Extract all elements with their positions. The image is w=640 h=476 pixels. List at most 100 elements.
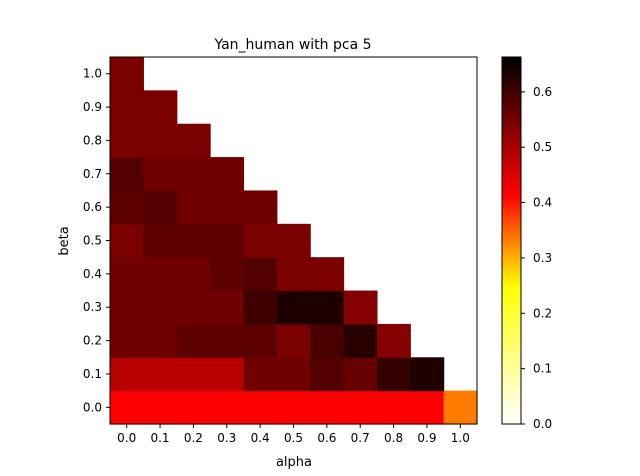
heatmap-cell	[143, 291, 177, 325]
heatmap-cell	[310, 291, 344, 325]
heatmap-cell	[243, 391, 277, 425]
colorbar-tick-label: 0.0	[533, 417, 552, 431]
heatmap-cell	[444, 391, 478, 425]
x-tick-label: 1.0	[451, 431, 470, 445]
heatmap-cell	[210, 157, 244, 191]
heatmap-cell	[377, 357, 411, 391]
heatmap-cell	[177, 324, 211, 358]
heatmap-cell	[177, 391, 211, 425]
x-axis-ticks: 0.0 0.1 0.2 0.3 0.4 0.5 0.6 0.7 0.8 0.9 1.0	[117, 424, 470, 445]
colorbar-tick-label: 0.2	[533, 306, 552, 320]
x-tick-label: 0.7	[351, 431, 370, 445]
heatmap-cell	[243, 224, 277, 258]
heatmap-cell	[177, 124, 211, 158]
heatmap-cell	[143, 124, 177, 158]
heatmap-cell	[110, 190, 144, 224]
heatmap-cell	[344, 324, 378, 358]
heatmap-cell	[177, 257, 211, 291]
heatmap-cell	[110, 391, 144, 425]
colorbar-tick-label: 0.3	[533, 251, 552, 265]
colorbar-tick-label: 0.4	[533, 196, 552, 210]
heatmap-cell	[143, 257, 177, 291]
heatmap-cell	[344, 357, 378, 391]
heatmap-cell	[110, 291, 144, 325]
y-tick-label: 0.2	[83, 334, 102, 348]
heatmap-cell	[310, 391, 344, 425]
y-tick-label: 1.0	[83, 67, 102, 81]
heatmap-cell	[344, 291, 378, 325]
heatmap-cell	[210, 357, 244, 391]
heatmap-cell	[243, 291, 277, 325]
colorbar-tick-label: 0.1	[533, 362, 552, 376]
heatmap-cell	[377, 391, 411, 425]
heatmap-cell	[243, 357, 277, 391]
heatmap-cell	[310, 324, 344, 358]
heatmap-cell	[210, 291, 244, 325]
heatmap-cell	[410, 391, 444, 425]
y-axis-ticks: 0.0 0.1 0.2 0.3 0.4 0.5 0.6 0.7 0.8 0.9 1.0	[83, 67, 110, 415]
x-tick-label: 0.4	[251, 431, 270, 445]
y-tick-label: 0.0	[83, 400, 102, 414]
heatmap-cell	[143, 324, 177, 358]
heatmap-cell	[177, 157, 211, 191]
heatmap-cell	[277, 357, 311, 391]
y-tick-label: 0.1	[83, 367, 102, 381]
heatmap-cell	[410, 357, 444, 391]
heatmap-cell	[110, 157, 144, 191]
colorbar-tick-label: 0.6	[533, 85, 552, 99]
heatmap-cell	[243, 257, 277, 291]
heatmap-cell	[177, 224, 211, 258]
heatmap-cell	[277, 224, 311, 258]
heatmap-cell	[344, 391, 378, 425]
heatmap-cell	[277, 391, 311, 425]
heatmap-cell	[277, 324, 311, 358]
heatmap-cell	[277, 257, 311, 291]
y-tick-label: 0.7	[83, 167, 102, 181]
heatmap-cell	[143, 391, 177, 425]
heatmap-cell	[310, 357, 344, 391]
x-tick-label: 0.1	[150, 431, 169, 445]
heatmap-cell	[377, 324, 411, 358]
heatmap-cell	[177, 357, 211, 391]
heatmap-cell	[243, 190, 277, 224]
heatmap-cell	[210, 224, 244, 258]
x-tick-label: 0.6	[317, 431, 336, 445]
y-tick-label: 0.4	[83, 267, 102, 281]
heatmap-cell	[210, 324, 244, 358]
heatmap-cell	[210, 190, 244, 224]
heatmap-cell	[210, 257, 244, 291]
x-tick-label: 0.5	[284, 431, 303, 445]
heatmap-cell	[110, 90, 144, 124]
heatmap-cell	[110, 324, 144, 358]
heatmap-cell	[277, 291, 311, 325]
heatmap-cell	[243, 324, 277, 358]
heatmap-cells	[110, 57, 478, 425]
y-tick-label: 0.3	[83, 300, 102, 314]
heatmap-cell	[110, 224, 144, 258]
colorbar-tick-label: 0.5	[533, 140, 552, 154]
heatmap-cell	[110, 357, 144, 391]
colorbar-ticks: 0.0 0.1 0.2 0.3 0.4 0.5 0.6	[521, 85, 552, 431]
heatmap-cell	[143, 224, 177, 258]
x-tick-label: 0.3	[217, 431, 236, 445]
heatmap-cell	[110, 257, 144, 291]
x-tick-label: 0.0	[117, 431, 136, 445]
heatmap-cell	[110, 124, 144, 158]
heatmap-cell	[143, 157, 177, 191]
x-tick-label: 0.2	[184, 431, 203, 445]
heatmap-cell	[210, 391, 244, 425]
x-tick-label: 0.8	[384, 431, 403, 445]
heatmap-cell	[143, 90, 177, 124]
y-tick-label: 0.6	[83, 200, 102, 214]
y-axis-label: beta	[57, 226, 72, 255]
y-tick-label: 0.9	[83, 100, 102, 114]
x-tick-label: 0.9	[417, 431, 436, 445]
heatmap-cell	[177, 190, 211, 224]
y-tick-label: 0.8	[83, 133, 102, 147]
x-axis-label: alpha	[276, 455, 312, 470]
colorbar	[502, 57, 521, 424]
heatmap-cell	[143, 357, 177, 391]
heatmap-cell	[310, 257, 344, 291]
chart-title: Yan_human with pca 5	[213, 37, 371, 53]
